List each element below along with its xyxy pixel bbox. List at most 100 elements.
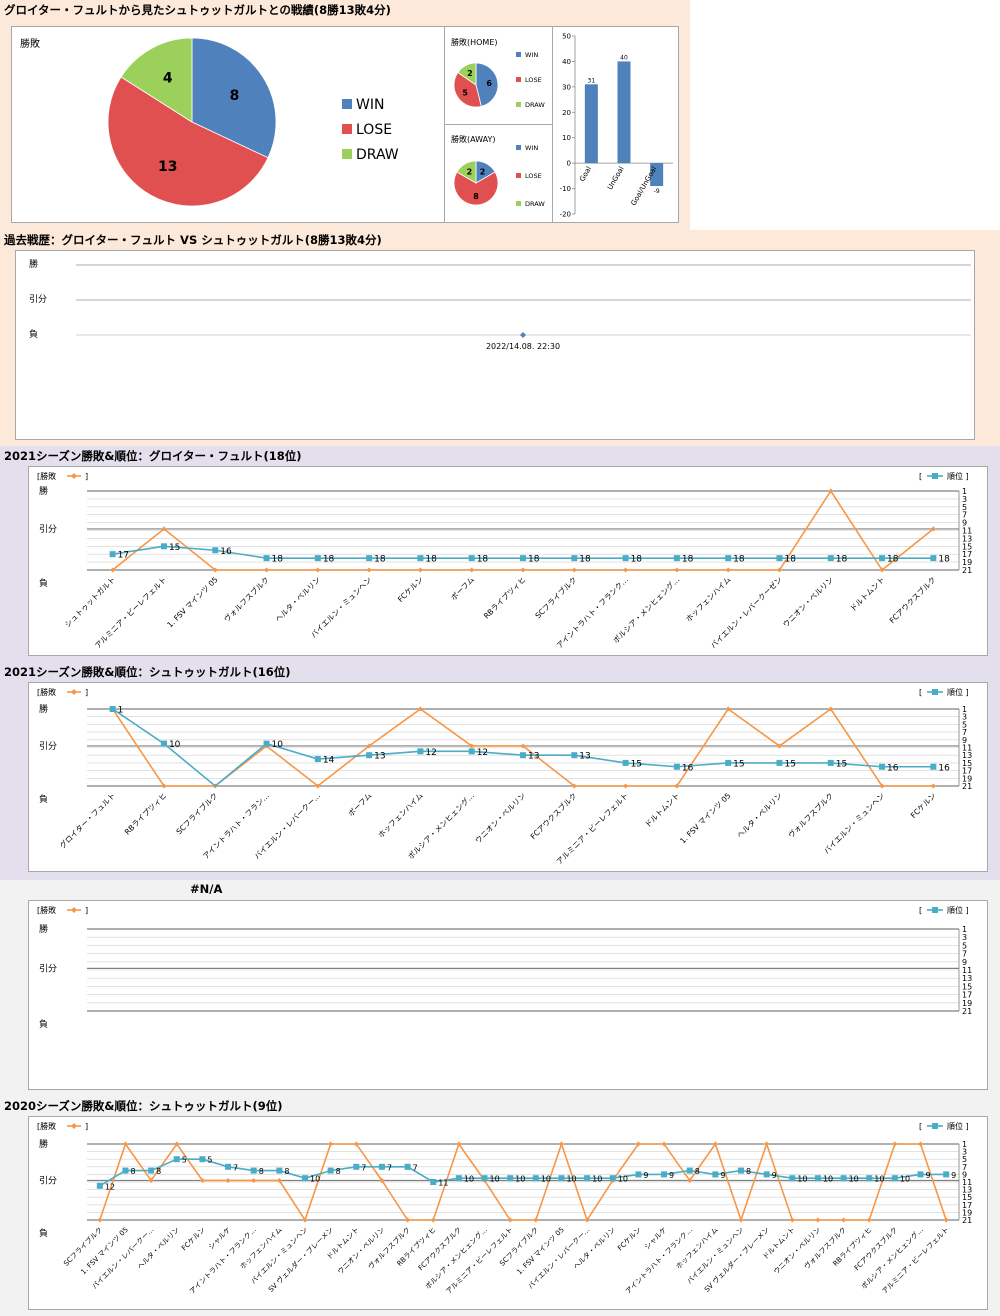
category-label: ヴォルフスブルク	[221, 574, 270, 623]
stuttgart2020-chart: [勝敗][順位 ]勝引分負13579111315171921SCフライブルク1.…	[37, 1121, 972, 1296]
category-label: ボーフム	[449, 575, 476, 602]
y-tick-label: 0	[567, 160, 571, 168]
result-point	[174, 1141, 180, 1147]
y-tick-label: 50	[562, 33, 571, 41]
result-point	[571, 783, 577, 789]
rank-tick-label: 17	[962, 991, 972, 1000]
rank-point	[327, 1167, 334, 1174]
rank-data-label: 10	[823, 1175, 833, 1184]
pie-slice-win	[475, 62, 499, 107]
rank-data-label: 18	[579, 555, 591, 565]
fuerth2021-chart: [勝敗][順位 ]勝引分負13579111315171921シュトゥットガルトア…	[37, 471, 972, 650]
rank-data-label: 7	[387, 1163, 392, 1172]
result-point	[405, 1217, 411, 1223]
rank-data-label: 12	[425, 748, 436, 758]
result-point	[712, 1141, 718, 1147]
pie-home-chart: 勝敗(HOME) 6 5 2 WIN LOSE DRAW	[451, 37, 545, 109]
y-result-label: 勝	[39, 1138, 48, 1150]
rank-data-label: 17	[118, 551, 129, 561]
legend-label-draw: DRAW	[356, 147, 399, 163]
category-label: ウニオン・ベルリン	[336, 1226, 386, 1276]
legend-swatch-win	[516, 145, 521, 150]
rank-tick-label: 1	[962, 705, 967, 714]
legend-rank-open: [	[919, 906, 922, 915]
rank-data-label: 8	[746, 1167, 751, 1176]
rank-point	[879, 555, 886, 562]
legend-result-close: ]	[85, 472, 88, 481]
result-point	[918, 1141, 924, 1147]
rank-data-label: 10	[490, 1175, 500, 1184]
result-point	[623, 567, 629, 573]
result-point	[930, 526, 936, 532]
rank-point	[430, 1179, 437, 1185]
rank-point	[173, 1156, 180, 1163]
category-label: シャルケ	[643, 1226, 668, 1251]
result-point	[687, 1177, 693, 1183]
legend-label-win: WIN	[525, 144, 538, 152]
result-point	[507, 1217, 513, 1223]
result-point	[943, 1217, 949, 1223]
result-point	[571, 567, 577, 573]
pie-data-label: 8	[473, 192, 479, 201]
rank-data-label: 8	[259, 1167, 264, 1176]
rank-tick-label: 17	[962, 767, 972, 776]
rank-data-label: 11	[438, 1179, 448, 1188]
rank-data-label: 10	[797, 1175, 807, 1184]
bar-category-label: UnGoal	[606, 165, 626, 191]
rank-data-label: 8	[284, 1167, 289, 1176]
rank-point	[417, 555, 424, 562]
category-label: ドルトムント	[643, 791, 681, 829]
category-label: ウニオン・ベルリン	[781, 575, 835, 629]
history-band: 過去戦歴：グロイター・フュルト VS シュトゥットガルト(8勝13敗4分) 勝引…	[0, 230, 1000, 446]
rank-data-label: 13	[374, 752, 385, 762]
rank-point	[455, 1175, 462, 1182]
summary-band: グロイター・フュルトから見たシュトゥットガルトとの戦績(8勝13敗4分) 勝敗 8…	[0, 0, 1000, 230]
category-label: グロイター・フュルト	[57, 790, 117, 850]
result-point	[161, 783, 167, 789]
y-result-label: 負	[39, 793, 48, 805]
y-result-label: 負	[39, 577, 48, 589]
rank-data-label: 18	[836, 555, 848, 565]
category-label: 1. FSV マインツ 05	[515, 1226, 565, 1276]
y-result-label: 勝	[39, 923, 48, 935]
rank-point	[930, 763, 937, 770]
pie-away-chart: 勝敗(AWAY) 2 8 2 WIN LOSE DRAW	[451, 134, 545, 208]
result-point	[674, 783, 680, 789]
category-label: RBライプツィヒ	[482, 575, 528, 621]
legend-rank-label: 順位 ]	[947, 687, 969, 697]
legend-result-close: ]	[85, 688, 88, 697]
y-tick-label: 40	[562, 58, 571, 66]
category-label: FCアウクスブルク	[887, 574, 938, 625]
rank-point	[122, 1167, 129, 1174]
rank-data-label: 18	[938, 555, 950, 565]
result-point	[674, 567, 680, 573]
rank-tick-label: 1	[962, 1140, 967, 1149]
category-label: SCフライブルク	[174, 790, 220, 836]
rank-data-label: 15	[784, 759, 795, 769]
rank-tick-label: 7	[962, 1163, 967, 1172]
rank-data-label: 13	[528, 752, 539, 762]
rank-point	[661, 1171, 668, 1178]
bar-data-label: 31	[588, 77, 596, 84]
legend-result-close: ]	[85, 906, 88, 915]
result-point	[302, 1217, 308, 1223]
stuttgart2020-title: 2020シーズン勝敗&順位：シュトゥットガルト(9位)	[4, 1099, 283, 1113]
legend-result-marker	[71, 473, 77, 479]
legend-label-win: WIN	[356, 97, 384, 113]
result-series-line	[99, 1141, 947, 1223]
rank-point	[840, 1175, 847, 1182]
goal-bar-panel: -20 -10 0 10 20 30 40 50 31 Goal 40 UnGoal -9 Goal/Un…	[552, 26, 679, 223]
history-title: 過去戦歴：グロイター・フュルト VS シュトゥットガルト(8勝13敗4分)	[4, 233, 382, 247]
rank-point	[917, 1171, 924, 1178]
rank-data-label: 10	[169, 740, 181, 750]
pie-data-label: 4	[163, 71, 173, 87]
legend-label-win: WIN	[525, 51, 538, 59]
rank-point	[879, 763, 886, 770]
legend-result-open: [勝敗	[37, 471, 56, 481]
rank-data-label: 7	[233, 1163, 238, 1172]
result-point	[841, 1217, 847, 1223]
rank-data-label: 14	[323, 756, 335, 766]
stuttgart2020-panel: [勝敗][順位 ] 勝引分負 1 3 5 7 9 11 13 15 17 19 21 SCフライブルク 1.…	[28, 1116, 988, 1310]
rank-point	[276, 1167, 283, 1174]
